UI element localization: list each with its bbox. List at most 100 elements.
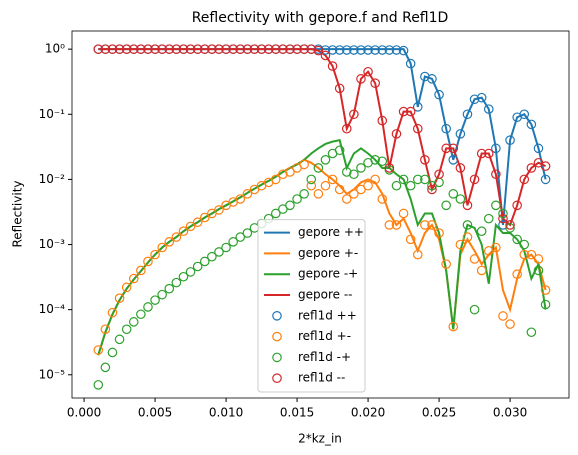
data-point bbox=[150, 44, 160, 54]
legend-label: refl1d -+ bbox=[298, 350, 351, 364]
data-point bbox=[341, 123, 352, 134]
x-axis-label: 2*kz_in bbox=[298, 432, 342, 446]
data-point bbox=[341, 167, 352, 177]
data-point bbox=[455, 129, 466, 139]
legend-label: gepore -+ bbox=[298, 267, 358, 281]
plot-area bbox=[93, 44, 551, 390]
data-point bbox=[235, 232, 246, 242]
data-point bbox=[512, 269, 522, 280]
data-point bbox=[164, 237, 175, 247]
data-point bbox=[341, 45, 352, 55]
data-point bbox=[441, 200, 451, 211]
x-tick-label: 0.015 bbox=[280, 406, 314, 420]
data-point bbox=[192, 261, 203, 272]
data-point bbox=[192, 44, 203, 54]
data-point bbox=[207, 44, 217, 54]
data-point bbox=[491, 200, 501, 211]
data-point bbox=[114, 334, 125, 345]
data-point bbox=[441, 259, 451, 269]
data-point bbox=[199, 212, 210, 223]
data-point bbox=[462, 109, 473, 120]
y-tick-label: 10⁻⁴ bbox=[39, 302, 66, 316]
data-point bbox=[143, 256, 153, 267]
data-point bbox=[121, 282, 132, 293]
data-point bbox=[398, 208, 409, 219]
data-point bbox=[285, 167, 295, 177]
data-point bbox=[533, 265, 544, 276]
data-point bbox=[143, 44, 153, 54]
x-tick-label: 0.020 bbox=[351, 406, 385, 420]
data-point bbox=[327, 174, 338, 185]
data-point bbox=[93, 44, 104, 54]
data-point bbox=[157, 44, 167, 54]
y-tick-label: 10⁻² bbox=[39, 172, 66, 186]
data-point bbox=[292, 194, 302, 204]
data-point bbox=[462, 200, 473, 211]
data-point bbox=[192, 217, 203, 228]
data-point bbox=[320, 154, 331, 165]
data-point bbox=[164, 283, 175, 294]
data-point bbox=[107, 44, 118, 54]
data-point bbox=[412, 102, 423, 112]
data-point bbox=[526, 327, 537, 338]
data-point bbox=[306, 180, 317, 191]
data-point bbox=[498, 311, 508, 321]
data-point bbox=[434, 89, 444, 100]
legend-label: refl1d ++ bbox=[298, 308, 357, 322]
data-point bbox=[207, 251, 217, 262]
data-point bbox=[483, 104, 494, 114]
y-tick-label: 10⁰ bbox=[45, 42, 65, 56]
data-point bbox=[263, 44, 274, 54]
data-point bbox=[491, 169, 501, 180]
data-point bbox=[107, 347, 118, 358]
data-point bbox=[441, 143, 451, 154]
data-point bbox=[228, 237, 238, 247]
data-point bbox=[526, 249, 537, 260]
data-point bbox=[128, 273, 139, 284]
data-point bbox=[505, 223, 515, 233]
data-point bbox=[214, 247, 224, 257]
data-point bbox=[384, 220, 395, 230]
data-point bbox=[114, 44, 125, 54]
data-point bbox=[320, 45, 331, 55]
data-point bbox=[363, 180, 373, 191]
data-point bbox=[462, 232, 473, 242]
data-point bbox=[370, 45, 380, 55]
data-point bbox=[221, 242, 231, 253]
data-point bbox=[171, 44, 182, 54]
data-point bbox=[526, 119, 537, 130]
data-point bbox=[540, 299, 551, 310]
data-point bbox=[533, 254, 544, 264]
data-point bbox=[128, 44, 139, 54]
data-point bbox=[363, 66, 373, 77]
data-point bbox=[398, 106, 409, 117]
data-point bbox=[121, 324, 132, 335]
legend-label: refl1d -- bbox=[298, 371, 345, 385]
data-point bbox=[405, 106, 416, 117]
data-point bbox=[420, 174, 430, 185]
data-point bbox=[412, 174, 423, 185]
data-point bbox=[462, 220, 473, 230]
data-point bbox=[214, 44, 224, 54]
data-point bbox=[505, 319, 515, 329]
data-point bbox=[349, 45, 359, 55]
data-point bbox=[114, 293, 125, 303]
data-point bbox=[505, 135, 515, 145]
data-point bbox=[221, 44, 231, 54]
data-point bbox=[299, 189, 309, 199]
y-tick-label: 10⁻¹ bbox=[39, 107, 66, 121]
data-point bbox=[363, 45, 373, 55]
data-point bbox=[199, 256, 210, 267]
data-point bbox=[270, 174, 281, 185]
data-point bbox=[448, 154, 459, 165]
data-point bbox=[107, 307, 118, 318]
x-tick-label: 0.030 bbox=[493, 406, 527, 420]
legend: gepore ++ gepore +- gepore -+ gepore -- refl… bbox=[257, 219, 366, 393]
data-point bbox=[235, 194, 246, 204]
data-point bbox=[519, 109, 530, 120]
data-point bbox=[519, 249, 530, 260]
data-point bbox=[185, 267, 196, 277]
data-point bbox=[483, 213, 494, 224]
